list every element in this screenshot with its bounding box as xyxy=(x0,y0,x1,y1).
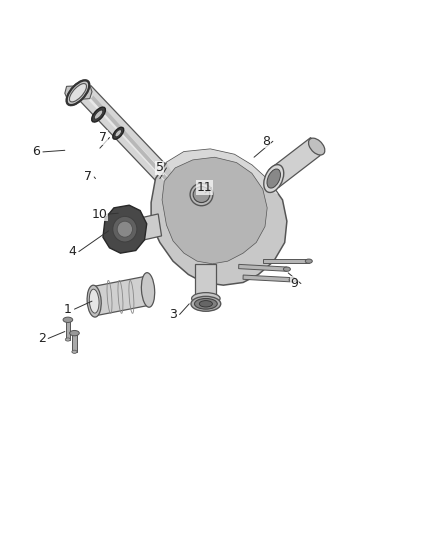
Ellipse shape xyxy=(65,338,71,341)
Text: 11: 11 xyxy=(197,181,213,194)
Polygon shape xyxy=(239,264,287,271)
Ellipse shape xyxy=(194,298,217,309)
Ellipse shape xyxy=(113,127,124,139)
Ellipse shape xyxy=(191,296,221,311)
Polygon shape xyxy=(151,149,287,285)
Text: 3: 3 xyxy=(169,308,177,321)
Ellipse shape xyxy=(113,218,137,244)
Ellipse shape xyxy=(117,222,133,240)
Polygon shape xyxy=(166,149,278,195)
Text: 7: 7 xyxy=(99,131,107,144)
Ellipse shape xyxy=(289,278,296,282)
Ellipse shape xyxy=(193,187,210,203)
Polygon shape xyxy=(92,276,151,316)
Ellipse shape xyxy=(70,84,86,102)
Text: 5: 5 xyxy=(156,161,164,174)
Ellipse shape xyxy=(92,107,106,122)
Ellipse shape xyxy=(72,350,77,353)
Ellipse shape xyxy=(63,317,73,322)
Text: 2: 2 xyxy=(38,332,46,345)
Text: 7: 7 xyxy=(84,171,92,183)
Text: 10: 10 xyxy=(92,208,108,221)
Ellipse shape xyxy=(117,221,132,237)
Ellipse shape xyxy=(267,169,280,188)
Polygon shape xyxy=(162,157,267,264)
Ellipse shape xyxy=(199,301,212,307)
Text: 8: 8 xyxy=(262,135,270,148)
Ellipse shape xyxy=(70,330,79,336)
Text: 1: 1 xyxy=(64,303,72,316)
Polygon shape xyxy=(86,92,201,217)
Ellipse shape xyxy=(94,110,103,119)
Ellipse shape xyxy=(89,289,99,313)
Text: 4: 4 xyxy=(68,245,76,258)
Polygon shape xyxy=(127,214,162,243)
Ellipse shape xyxy=(283,267,290,271)
Polygon shape xyxy=(66,320,70,340)
Polygon shape xyxy=(243,275,293,282)
Polygon shape xyxy=(263,259,309,263)
Ellipse shape xyxy=(190,183,213,206)
Text: 6: 6 xyxy=(32,146,40,158)
Text: 9: 9 xyxy=(290,277,298,290)
Polygon shape xyxy=(65,85,92,100)
Polygon shape xyxy=(91,95,201,217)
Polygon shape xyxy=(80,86,205,221)
Polygon shape xyxy=(72,333,77,352)
Polygon shape xyxy=(195,264,216,298)
Ellipse shape xyxy=(141,273,155,307)
Polygon shape xyxy=(103,205,147,253)
Ellipse shape xyxy=(66,80,90,106)
Ellipse shape xyxy=(113,216,137,242)
Ellipse shape xyxy=(305,259,312,263)
Ellipse shape xyxy=(115,130,121,137)
Polygon shape xyxy=(269,138,320,188)
Ellipse shape xyxy=(264,165,284,192)
Ellipse shape xyxy=(308,138,325,155)
Ellipse shape xyxy=(87,285,101,317)
Ellipse shape xyxy=(191,293,220,304)
